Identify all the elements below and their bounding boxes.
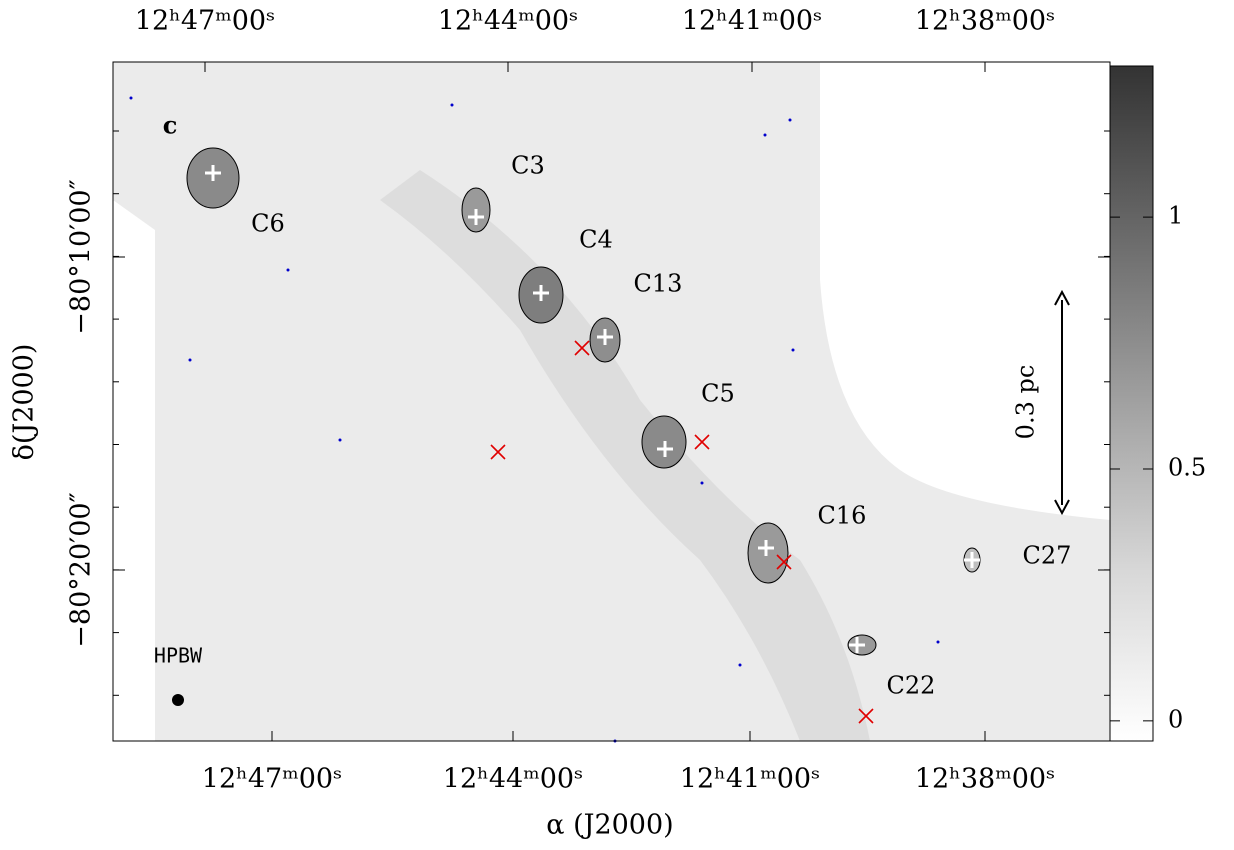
source-label: C5 [701,380,735,408]
source-label: C16 [818,502,867,530]
beam [172,694,184,706]
panel-label: c [163,111,178,140]
y-tick-label: −80°10′00″ [66,179,97,334]
colorbar [1109,65,1154,742]
source-label: C27 [1023,542,1072,570]
source-label: C6 [251,210,285,238]
source-label: C22 [887,672,936,700]
colorbar-tick-label: 0.5 [1168,453,1206,481]
x-axis-label: α (J2000) [546,810,673,841]
x-bottom-tick-label: 12ʰ38ᵐ00ˢ [915,764,1055,795]
x-top-tick-label: 12ʰ47ᵐ00ˢ [135,6,275,37]
source-label: C4 [579,226,613,254]
source-label: C3 [511,152,545,180]
x-bottom-tick-label: 12ʰ44ᵐ00ˢ [443,764,583,795]
colorbar-tick-label: 1 [1168,202,1183,230]
colorbar-tick-label: 0 [1168,705,1183,733]
x-top-tick-label: 12ʰ44ᵐ00ˢ [438,6,578,37]
scale-bar-label: 0.3 pc [1012,365,1040,440]
x-bottom-tick-label: 12ʰ41ᵐ00ˢ [680,764,820,795]
scale-bar [1054,289,1070,516]
y-tick-label: −80°20′00″ [66,492,97,647]
x-bottom-tick-label: 12ʰ47ᵐ00ˢ [202,764,342,795]
x-top-tick-label: 12ʰ38ᵐ00ˢ [915,6,1055,37]
x-top-tick-label: 12ʰ41ᵐ00ˢ [682,6,822,37]
map [113,62,1110,743]
beam-label: HPBW [154,644,203,668]
source-label: C13 [634,270,683,298]
y-axis-label: δ(J2000) [9,344,40,461]
